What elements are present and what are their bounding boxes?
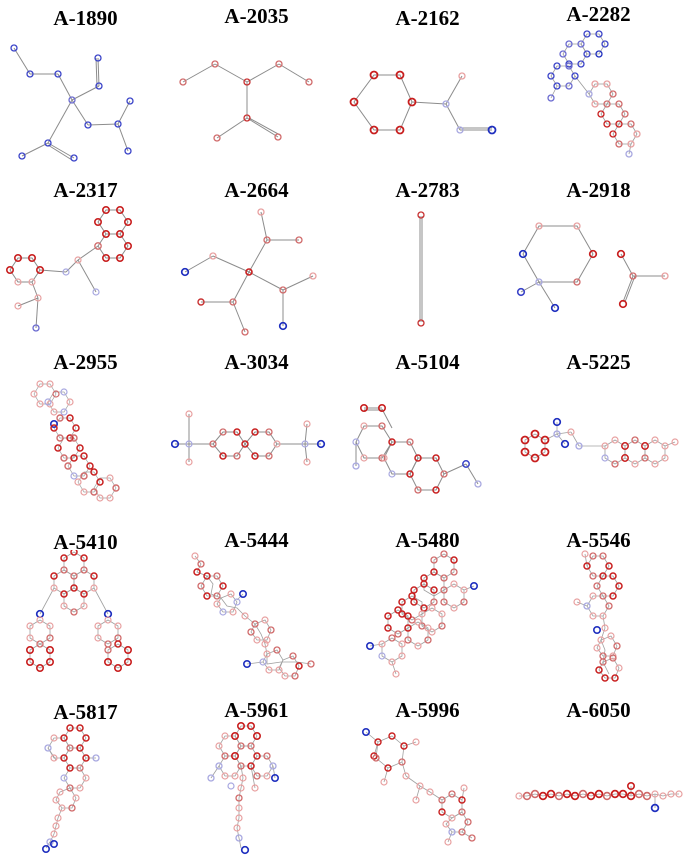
molecule-graph (515, 781, 683, 813)
molecule-graph (417, 211, 425, 327)
molecule-graph (352, 403, 482, 494)
molecule-graph (191, 552, 315, 680)
panel-a-3034: A-3034 (171, 344, 342, 516)
panel-title: A-2664 (224, 178, 289, 202)
panel-a-5444: A-5444 (171, 516, 342, 688)
panel-a-6050: A-6050 (513, 688, 684, 864)
panel-a-5996: A-5996 (342, 688, 513, 864)
panel-a-5225: A-5225 (513, 344, 684, 516)
molecule-graph (30, 380, 120, 502)
molecule-graph (365, 550, 479, 678)
molecule-graph (361, 728, 476, 846)
panel-a-2282: A-2282 (513, 0, 684, 172)
panel-a-5104: A-5104 (342, 344, 513, 516)
panel-title: A-5996 (395, 698, 460, 722)
panel-title: A-2317 (53, 178, 118, 202)
panel-title: A-2783 (395, 178, 460, 202)
panel-title: A-6050 (566, 698, 631, 722)
panel-title: A-2035 (224, 4, 289, 28)
panel-a-5480: A-5480 (342, 516, 513, 688)
molecule-graph (573, 550, 623, 682)
molecule-graph (41, 724, 100, 854)
panel-title: A-5961 (224, 698, 289, 722)
panel-a-1890: A-1890 (0, 0, 171, 172)
molecule-graph (349, 70, 497, 135)
panel-a-2918: A-2918 (513, 172, 684, 344)
molecule-graph (180, 208, 317, 336)
panel-a-5961: A-5961 (171, 688, 342, 864)
panel-a-2317: A-2317 (0, 172, 171, 344)
panel-title: A-2162 (395, 6, 460, 30)
panel-title: A-5104 (395, 350, 460, 374)
panel-title: A-5410 (53, 530, 118, 554)
panel-title: A-2955 (53, 350, 118, 374)
molecule-graph (179, 60, 313, 142)
panel-title: A-5546 (566, 528, 631, 552)
panel-title: A-5817 (53, 700, 118, 724)
molecule-graph (171, 410, 326, 466)
panel-title: A-5225 (566, 350, 631, 374)
molecule-graph (207, 722, 280, 855)
molecule-graph (25, 550, 133, 673)
panel-title: A-1890 (53, 6, 118, 30)
panel-a-2035: A-2035 (171, 0, 342, 172)
panel-title: A-5480 (395, 528, 460, 552)
panel-a-2783: A-2783 (342, 172, 513, 344)
molecule-graph (547, 30, 641, 158)
panel-title: A-3034 (224, 350, 289, 374)
panel-a-5410: A-5410 (0, 516, 171, 688)
panel-a-2162: A-2162 (342, 0, 513, 172)
molecule-graph (520, 417, 679, 468)
molecule-graph (516, 222, 669, 313)
panel-a-5546: A-5546 (513, 516, 684, 688)
molecule-graph (6, 206, 133, 332)
panel-title: A-2918 (566, 178, 631, 202)
panel-a-5817: A-5817 (0, 688, 171, 864)
molecule-graph (10, 44, 134, 162)
panel-title: A-2282 (566, 2, 631, 26)
panel-a-2664: A-2664 (171, 172, 342, 344)
panel-a-2955: A-2955 (0, 344, 171, 516)
panel-title: A-5444 (224, 528, 289, 552)
